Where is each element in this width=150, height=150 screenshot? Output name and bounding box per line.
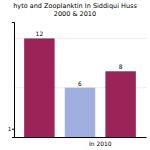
- bar: [24, 38, 54, 137]
- data-label: 8: [119, 63, 123, 70]
- bar: [65, 88, 95, 137]
- y-axis-line: [12, 23, 15, 138]
- bar: [105, 71, 135, 137]
- y-tick: 1: [8, 126, 14, 132]
- data-label: 6: [78, 80, 82, 87]
- x-axis: [15, 137, 147, 139]
- y-tick-line: [12, 129, 14, 130]
- x-axis-line: [15, 137, 147, 138]
- marks: [14, 38, 146, 137]
- y-tick-label: 1: [8, 126, 11, 132]
- title: hyto and Zooplanktin In Siddiqui Huss: [13, 2, 137, 10]
- data-label: 12: [36, 30, 44, 37]
- y-axis: 1: [8, 23, 15, 138]
- annotation: In 2010: [89, 140, 112, 147]
- plot: 1 12 6 8 In 2010: [8, 23, 147, 148]
- subtitle: 2000 & 2010: [54, 10, 96, 18]
- chart: hyto and Zooplanktin In Siddiqui Huss200…: [0, 0, 150, 150]
